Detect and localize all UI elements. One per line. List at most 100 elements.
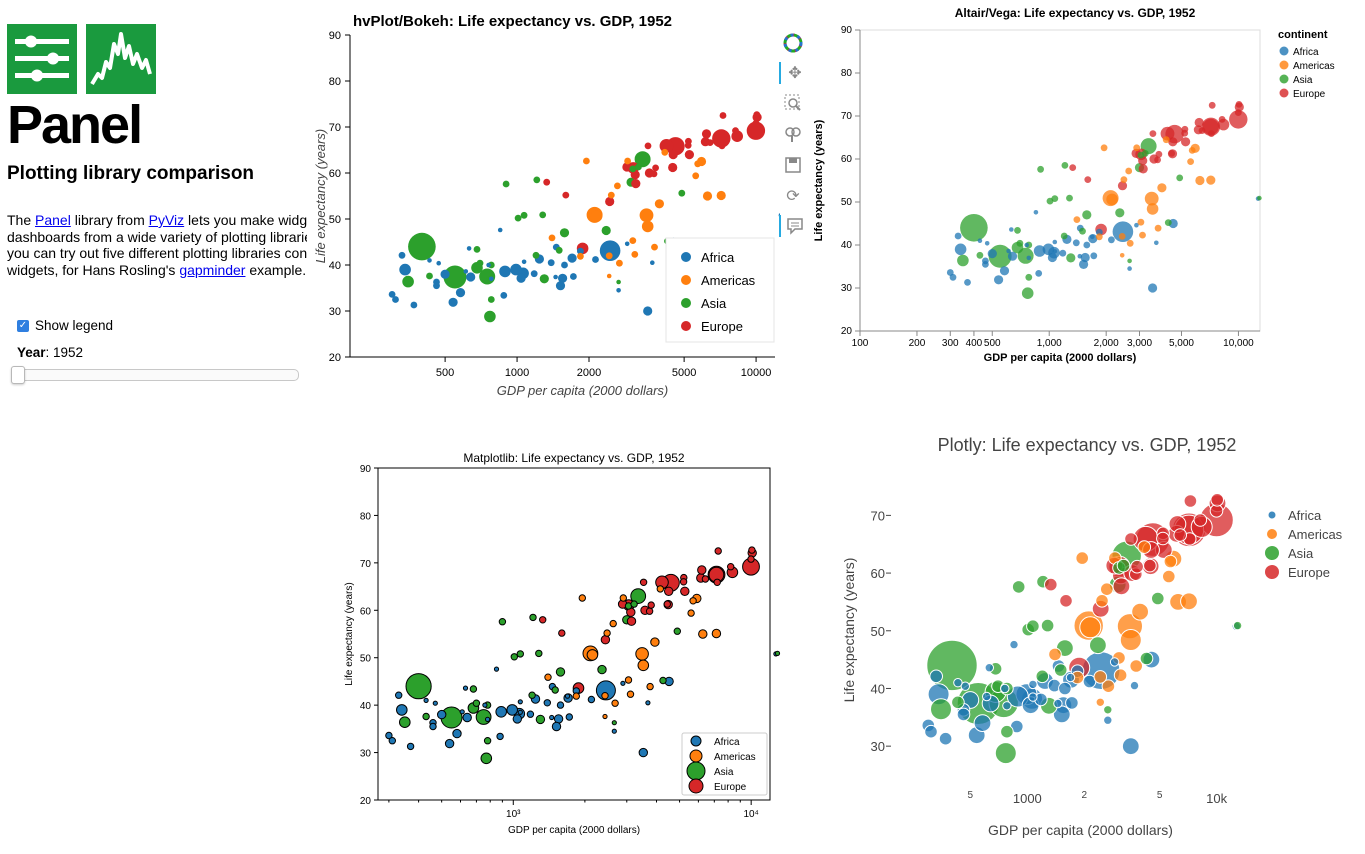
data-point-europe: [1154, 156, 1161, 164]
pyviz-link[interactable]: PyViz: [148, 212, 185, 228]
data-point-europe: [684, 142, 692, 149]
y-tick-label: 70: [871, 508, 885, 523]
y-tick-label: 50: [841, 197, 853, 208]
data-point-africa: [399, 263, 411, 276]
data-point-africa: [1002, 701, 1012, 711]
data-point-europe: [1183, 494, 1198, 508]
data-point-europe: [706, 139, 714, 147]
data-point-americas: [1095, 233, 1103, 241]
data-point-africa: [973, 714, 992, 733]
data-point-africa: [924, 724, 938, 739]
data-point-africa: [396, 704, 408, 716]
legend-label: Africa: [701, 250, 735, 265]
data-point-asia: [473, 246, 481, 253]
data-point-asia: [635, 163, 642, 171]
pan-tool-icon[interactable]: ✥: [779, 62, 809, 84]
y-tick-label: 30: [329, 306, 341, 318]
data-point-africa: [1065, 696, 1079, 710]
data-point-asia: [532, 251, 540, 259]
data-point-africa: [496, 732, 504, 741]
data-point-africa: [526, 710, 535, 718]
data-point-americas: [716, 190, 726, 201]
data-point-europe: [1044, 577, 1058, 592]
legend-marker: [1267, 529, 1277, 539]
data-point-africa: [1148, 283, 1158, 293]
panel-link[interactable]: Panel: [35, 212, 71, 228]
data-point-africa: [499, 265, 511, 278]
data-point-africa: [1095, 228, 1103, 236]
data-point-africa: [577, 247, 584, 255]
data-point-asia: [1014, 227, 1021, 234]
data-point-africa: [954, 232, 962, 240]
data-point-africa: [459, 709, 465, 715]
data-point-europe: [746, 121, 766, 140]
data-point-africa: [506, 704, 518, 716]
data-point-europe: [1202, 118, 1219, 135]
data-point-americas: [609, 619, 617, 628]
legend-marker: [686, 761, 706, 781]
data-point-asia: [551, 686, 559, 694]
legend-label: Asia: [1293, 75, 1313, 86]
x-tick-label: 1,000: [1037, 338, 1062, 349]
data-point-africa: [1042, 243, 1055, 256]
data-point-americas: [1119, 629, 1142, 651]
reset-tool-icon[interactable]: ⟳: [786, 188, 800, 205]
data-point-americas: [629, 237, 637, 245]
data-point-europe: [1208, 130, 1215, 138]
y-tick-label: 40: [329, 260, 341, 272]
altair-chart: Altair/Vega: Life expectancy vs. GDP, 19…: [813, 6, 1335, 364]
data-point-americas: [544, 673, 552, 681]
data-point-americas: [1206, 175, 1216, 185]
checkbox-checked-icon[interactable]: ✓: [17, 319, 29, 332]
legend-label: Americas: [1293, 61, 1335, 72]
save-tool-icon[interactable]: [779, 154, 807, 176]
box-zoom-tool-icon[interactable]: [779, 92, 807, 114]
data-point-americas: [1162, 136, 1170, 144]
data-point-americas: [702, 191, 713, 201]
data-point-asia: [1103, 705, 1113, 715]
data-point-asia: [443, 265, 467, 289]
data-point-asia: [926, 639, 978, 692]
show-legend-checkbox[interactable]: ✓ Show legend: [17, 318, 113, 333]
data-point-asia: [487, 296, 495, 303]
data-point-africa: [1090, 252, 1098, 260]
year-slider[interactable]: [11, 366, 299, 384]
y-tick-label: 90: [329, 30, 341, 42]
data-point-europe: [732, 127, 739, 135]
x-tick-label: 1000: [1013, 791, 1042, 806]
data-point-asia: [1151, 591, 1165, 606]
data-point-africa: [1006, 248, 1011, 254]
bokeh-logo-icon[interactable]: [779, 32, 807, 54]
data-point-africa: [510, 263, 522, 276]
year-slider-handle[interactable]: [11, 366, 25, 384]
wheel-zoom-tool-icon[interactable]: [779, 123, 807, 145]
data-point-africa: [1009, 639, 1019, 650]
data-point-asia: [774, 650, 781, 656]
x-axis-label: GDP per capita (2000 dollars): [497, 383, 669, 398]
y-tick-label: 50: [329, 214, 341, 226]
y-tick-label: 90: [360, 464, 372, 475]
data-point-asia: [476, 259, 484, 267]
data-point-asia: [960, 214, 988, 242]
data-point-americas: [654, 199, 664, 209]
data-point-asia: [616, 279, 621, 285]
data-point-africa: [493, 666, 500, 672]
gapminder-link[interactable]: gapminder: [179, 261, 246, 278]
data-point-americas: [1129, 659, 1144, 673]
data-point-asia: [535, 649, 543, 658]
hover-tool-icon[interactable]: [779, 215, 809, 237]
data-point-asia: [483, 737, 492, 745]
y-tick-label: 20: [329, 352, 341, 364]
data-point-europe: [1059, 594, 1073, 608]
data-point-asia: [1082, 210, 1092, 220]
data-point-africa: [437, 709, 447, 720]
data-point-europe: [1210, 493, 1225, 507]
legend-marker: [1265, 565, 1279, 579]
data-point-africa: [984, 241, 990, 246]
data-point-asia: [484, 310, 496, 323]
legend-marker: [681, 298, 691, 308]
data-point-americas: [626, 690, 635, 698]
data-point-africa: [406, 742, 415, 751]
data-point-americas: [1137, 540, 1152, 554]
data-point-americas: [694, 160, 702, 168]
